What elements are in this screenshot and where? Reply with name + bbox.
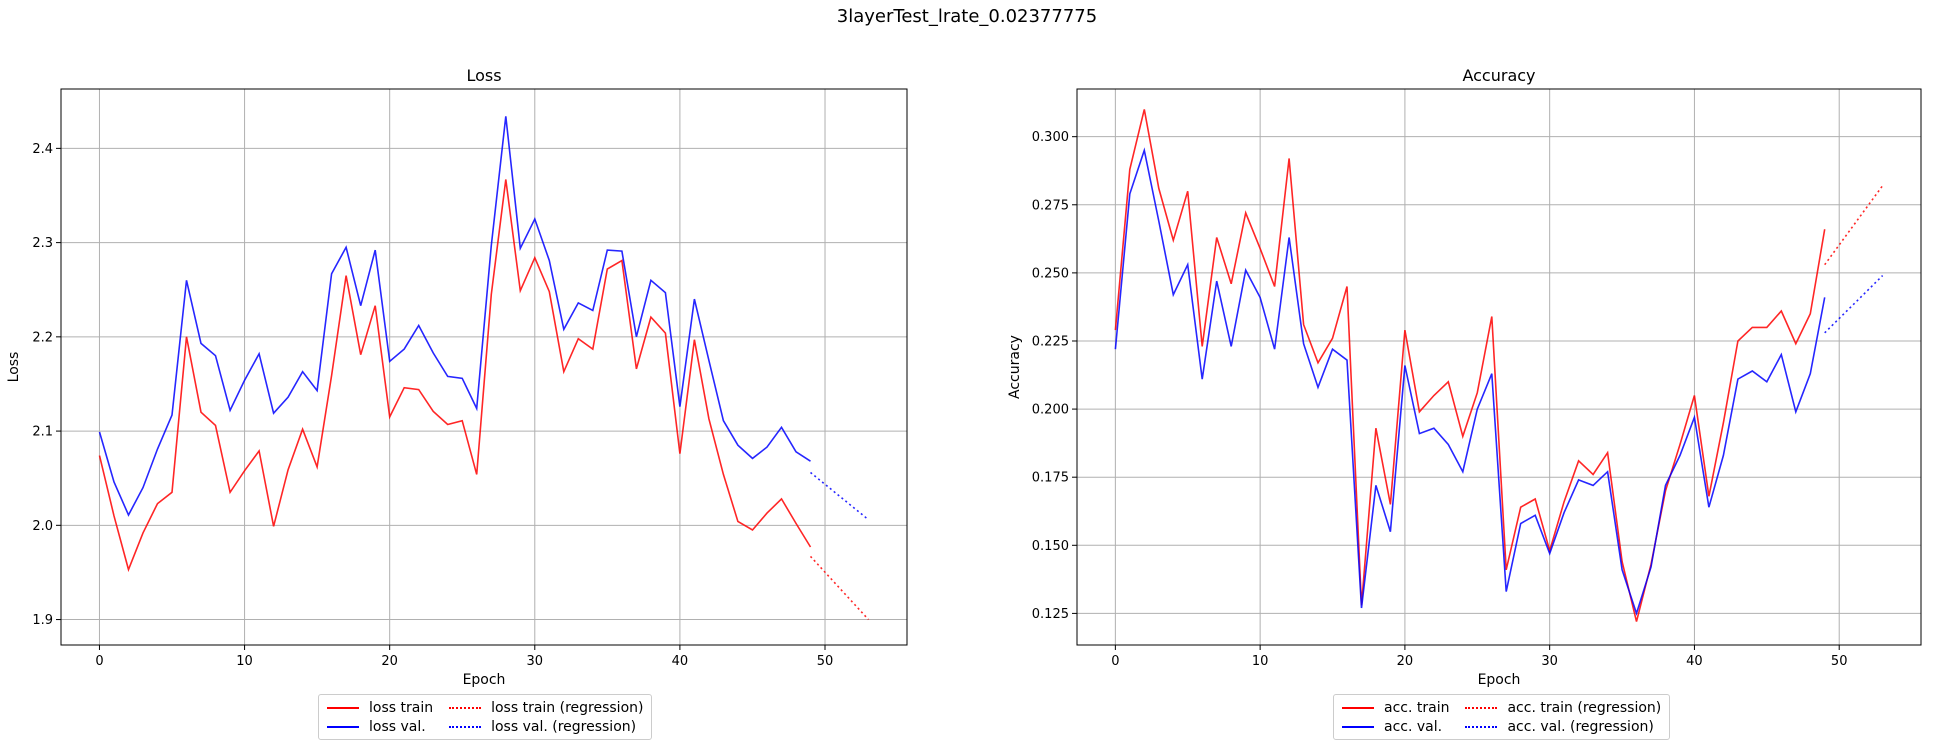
series-line-2 (809, 555, 870, 621)
x-tick-label: 40 (672, 654, 689, 669)
y-tick-label: 0.200 (1032, 403, 1069, 418)
y-tick-label: 0.300 (1032, 130, 1069, 145)
legend-entry-loss-val: loss val. (327, 719, 433, 735)
series-line-3 (809, 471, 870, 521)
y-tick-label: 2.4 (32, 142, 53, 157)
legend-label: loss train (369, 700, 434, 716)
x-tick-label: 20 (1397, 654, 1414, 669)
legend-swatch (1465, 707, 1498, 709)
y-tick-label: 2.2 (32, 330, 53, 345)
y-tick-label: 2.1 (32, 425, 53, 440)
y-tick-label: 0.150 (1032, 539, 1069, 554)
series-line-3 (1824, 275, 1884, 334)
y-tick-label: 0.125 (1032, 607, 1069, 622)
x-tick-label: 20 (381, 654, 398, 669)
x-tick-label: 10 (1252, 654, 1269, 669)
y-tick-label: 2.0 (32, 519, 53, 534)
legend-swatch (327, 726, 359, 728)
y-tick-label: 1.9 (32, 613, 53, 628)
legend-swatch (1465, 726, 1498, 728)
plot-frame (1076, 88, 1922, 646)
x-tick-label: 40 (1686, 654, 1703, 669)
x-tick-label: 0 (95, 654, 103, 669)
y-tick-label: 0.250 (1032, 266, 1069, 281)
loss-chart: 0 10 20 30 40 50 1.9 2.0 2.1 2.2 2.3 2.4 Loss Epoch Lo… (6, 66, 908, 688)
legend-swatch (1342, 707, 1374, 709)
loss-title: Loss (466, 66, 501, 85)
legend-label: acc. val. (1384, 719, 1443, 735)
x-tick-label: 50 (1831, 654, 1848, 669)
legend-swatch (327, 707, 359, 709)
legend-entry-acc-train: acc. train (1342, 700, 1449, 716)
legend-swatch (449, 707, 482, 709)
y-tick-label: 2.3 (32, 236, 53, 251)
series-line-0 (1114, 109, 1826, 622)
figure-title: 3layerTest_lrate_0.02377775 (836, 6, 1098, 27)
y-tick-label: 0.275 (1032, 198, 1069, 213)
series-line-2 (1824, 185, 1884, 266)
x-tick-label: 30 (527, 654, 544, 669)
legend-entry-loss-train: loss train (327, 700, 433, 716)
legend-label: loss val. (369, 719, 426, 735)
x-axis-label: Epoch (1478, 672, 1521, 688)
y-tick-label: 0.225 (1032, 334, 1069, 349)
accuracy-legend: acc. train acc. train (regression) acc. … (1333, 694, 1671, 740)
legend-entry-loss-train-regression: loss train (regression) (449, 700, 643, 716)
series-line-1 (1114, 147, 1826, 617)
x-tick-label: 50 (817, 654, 834, 669)
x-tick-label: 0 (1111, 654, 1119, 669)
accuracy-chart: 0 10 20 30 40 50 0.125 0.150 0.175 0.200 0.225 0.25… (1007, 66, 1922, 688)
series-line-1 (98, 116, 811, 517)
legend-entry-acc-val: acc. val. (1342, 719, 1449, 735)
x-tick-label: 10 (236, 654, 253, 669)
legend-label: acc. train (regression) (1507, 700, 1662, 716)
legend-entry-acc-train-regression: acc. train (regression) (1465, 700, 1661, 716)
y-axis-label: Loss (6, 352, 22, 383)
loss-legend: loss train loss train (regression) loss … (318, 694, 653, 740)
plot-frame (60, 88, 908, 646)
series-line-0 (98, 179, 812, 573)
accuracy-title: Accuracy (1462, 66, 1535, 85)
x-tick-label: 30 (1541, 654, 1558, 669)
legend-entry-acc-val-regression: acc. val. (regression) (1465, 719, 1661, 735)
y-tick-label: 0.175 (1032, 471, 1069, 486)
x-axis-label: Epoch (463, 672, 506, 688)
legend-label: loss train (regression) (491, 700, 644, 716)
legend-label: acc. train (1384, 700, 1450, 716)
y-axis-label: Accuracy (1007, 335, 1023, 399)
legend-entry-loss-val-regression: loss val. (regression) (449, 719, 643, 735)
legend-label: acc. val. (regression) (1507, 719, 1654, 735)
legend-label: loss val. (regression) (491, 719, 637, 735)
legend-swatch (1342, 726, 1374, 728)
legend-swatch (449, 726, 482, 728)
